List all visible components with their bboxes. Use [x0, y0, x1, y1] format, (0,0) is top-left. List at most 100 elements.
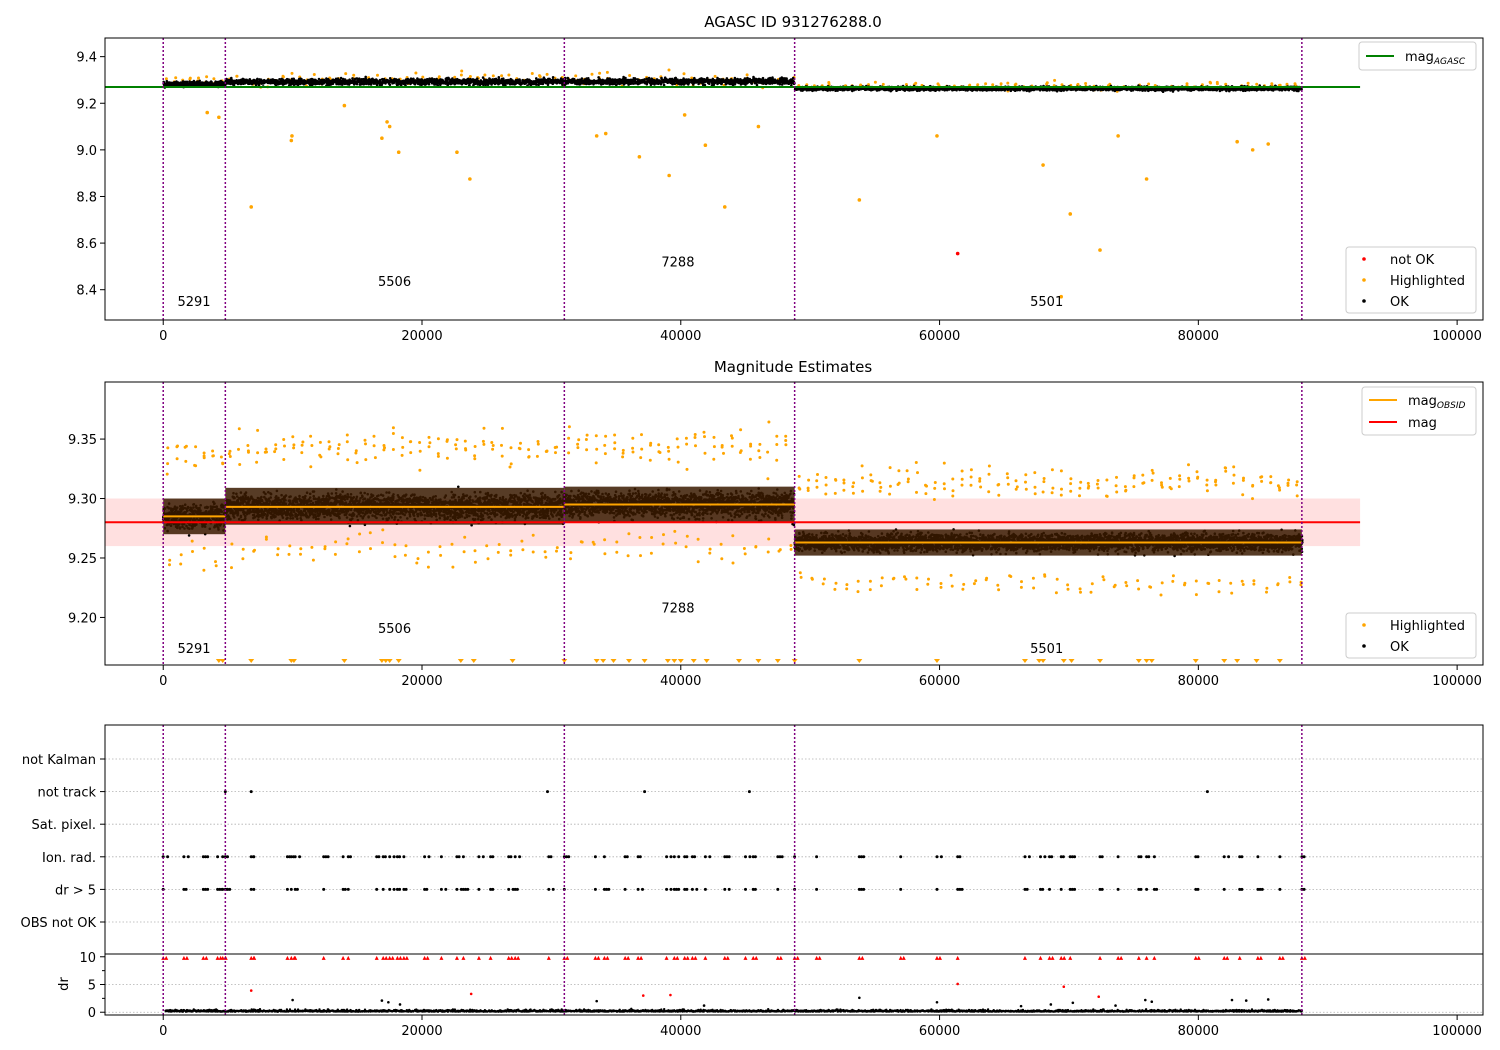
obsid-label: 5291	[177, 295, 210, 310]
highlighted-point	[205, 110, 210, 115]
y-tick-label: 8.6	[76, 237, 97, 252]
x-tick-label: 100000	[1432, 329, 1482, 344]
y-tick-label: 0	[88, 1006, 96, 1021]
dr-point	[1244, 999, 1248, 1002]
highlighted-point	[857, 198, 862, 202]
x-tick-label: 40000	[660, 1024, 701, 1039]
dr-point	[291, 998, 294, 1002]
highlighted-point	[385, 120, 389, 124]
highlighted-point	[1235, 139, 1239, 144]
y-tick-label: 8.8	[76, 190, 97, 205]
legend-box	[1358, 41, 1477, 71]
highlighted-point	[935, 134, 939, 138]
legend-label: OK	[1390, 640, 1409, 655]
dr-point	[595, 999, 598, 1003]
dr-point	[1114, 1004, 1117, 1007]
legend-label: not OK	[1390, 253, 1435, 268]
highlighted-point	[1059, 294, 1063, 299]
x-tick-label: 0	[159, 1024, 167, 1039]
legend-box	[1345, 612, 1477, 659]
legend-marker	[1362, 623, 1366, 627]
dr-point	[1143, 998, 1147, 1002]
highlighted-point	[217, 115, 221, 120]
x-tick-label: 40000	[660, 329, 701, 344]
dr-point	[1266, 998, 1270, 1001]
legend-marker	[1362, 644, 1366, 648]
highlighted-point	[468, 177, 472, 181]
dr-point	[1062, 985, 1066, 989]
x-tick-label: 60000	[919, 674, 960, 689]
highlighted-point	[380, 136, 384, 141]
highlighted-point	[290, 134, 294, 138]
dr-point	[1071, 1001, 1075, 1005]
x-tick-label: 20000	[401, 329, 442, 344]
dr-point	[387, 1000, 390, 1004]
y-tick-label: 9.0	[76, 144, 97, 159]
legend-markers: Highlighted OK	[1345, 612, 1477, 659]
y-tick-label: 9.2	[76, 97, 97, 112]
x-tick-label: 80000	[1178, 674, 1219, 689]
dr-point	[702, 1004, 706, 1007]
flag-label: OBS not OK	[21, 916, 97, 931]
highlighted-point	[455, 150, 459, 154]
dr-point	[469, 992, 473, 996]
legend-markers: not OK Highlighted OK	[1345, 246, 1477, 314]
dr-point	[1230, 998, 1234, 1002]
axes-frame	[104, 37, 1484, 321]
y-tick-label: 9.20	[68, 611, 97, 626]
highlighted-point	[249, 205, 254, 209]
x-tick-label: 100000	[1432, 674, 1482, 689]
panel-title: AGASC ID 931276288.0	[704, 13, 882, 31]
x-tick-label: 60000	[919, 1024, 960, 1039]
dr-ok-points	[164, 1007, 1304, 1013]
highlighted-point	[1144, 177, 1149, 181]
highlighted-points-low	[168, 528, 1303, 597]
highlighted-point	[722, 205, 727, 209]
dr-point	[935, 1000, 939, 1004]
highlighted-point	[594, 134, 599, 138]
x-tick-label: 80000	[1178, 1024, 1219, 1039]
legend-lines: magAGASC	[1358, 41, 1477, 71]
legend-label: Highlighted	[1390, 274, 1465, 289]
obsid-label: 5501	[1030, 642, 1063, 657]
y-tick-label: 9.25	[68, 552, 97, 567]
highlighted-point	[289, 138, 294, 143]
highlighted-point	[1041, 163, 1045, 167]
dr-point	[1150, 1000, 1154, 1003]
y-tick-label: 9.4	[76, 51, 97, 66]
highlighted-point	[667, 173, 671, 178]
x-tick-label: 20000	[401, 674, 442, 689]
panel-title: Magnitude Estimates	[714, 358, 872, 376]
x-tick-label: 100000	[1432, 1024, 1482, 1039]
dr-axis-label: dr	[57, 977, 72, 991]
highlighted-point	[703, 143, 708, 148]
highlighted-point	[387, 124, 392, 129]
y-tick-label: 9.35	[68, 433, 97, 448]
panel-magnitude-estimates: Magnitude Estimates 5291 5506 7288 5501 9.20 9…	[68, 358, 1484, 689]
x-tick-label: 20000	[401, 1024, 442, 1039]
highlighted-point	[682, 113, 687, 117]
x-tick-label: 60000	[919, 329, 960, 344]
x-tick-label: 40000	[660, 674, 701, 689]
legend-marker	[1362, 278, 1366, 282]
obsid-label: 5291	[177, 642, 210, 657]
y-tick-label: 9.30	[68, 493, 97, 508]
highlighted-point	[342, 103, 347, 108]
dr-point	[380, 999, 384, 1002]
y-tick-label: 5	[88, 979, 96, 994]
highlighted-point	[1266, 142, 1271, 146]
not-ok-point	[955, 251, 960, 256]
axes-frame	[104, 381, 1484, 666]
flag-events	[161, 790, 1306, 891]
flag-label: not Kalman	[22, 753, 96, 768]
obsid-label: 7288	[661, 255, 694, 270]
axes-frame	[104, 724, 1484, 1016]
highlighted-points	[165, 420, 1299, 501]
highlighted-point	[1068, 212, 1073, 216]
ok-points	[162, 75, 1303, 93]
dr-point	[249, 989, 253, 992]
dr-high-markers	[161, 955, 1307, 960]
dr-point	[1097, 995, 1101, 998]
legend-label: mag	[1408, 416, 1437, 431]
